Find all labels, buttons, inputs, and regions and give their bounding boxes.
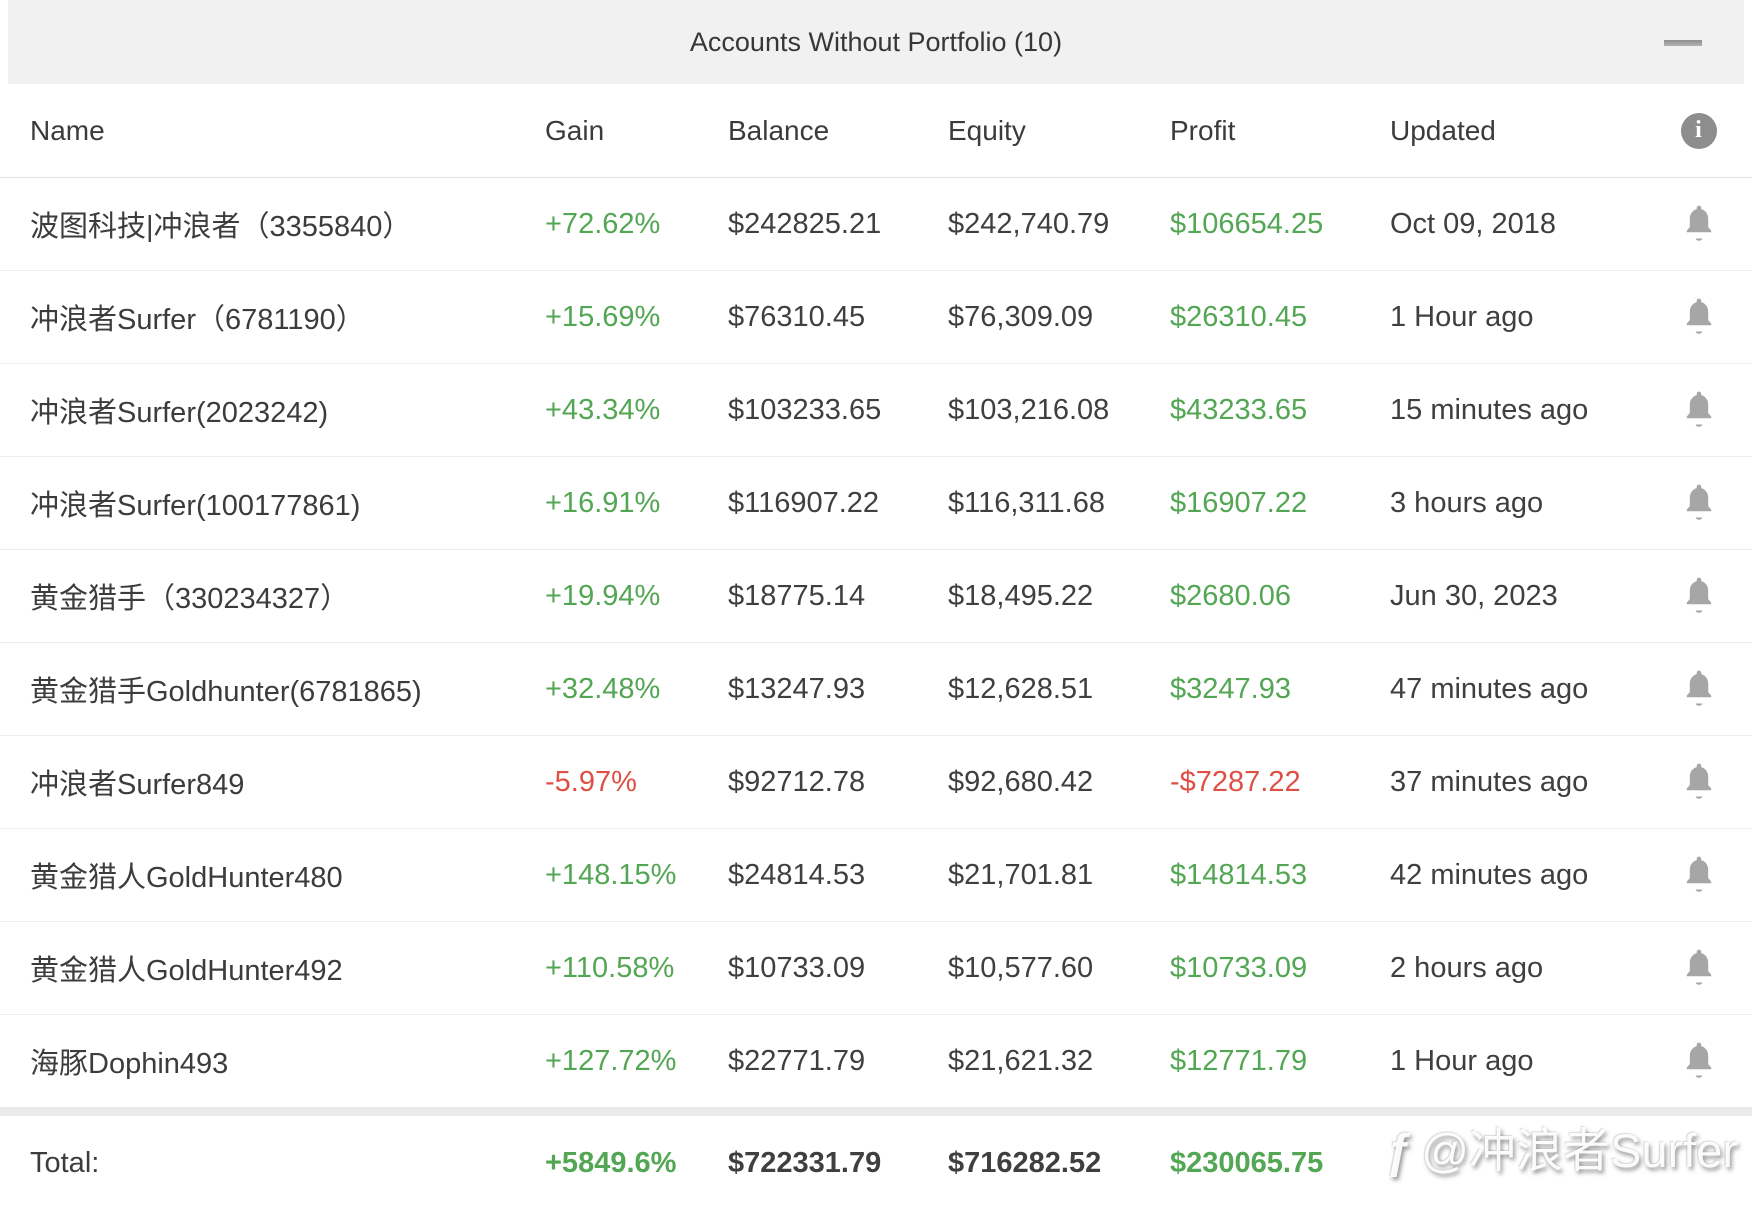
gain-value: +110.58%: [545, 951, 675, 984]
equity-value: $116,311.68: [948, 486, 1105, 519]
balance-value: $116907.22: [728, 486, 880, 519]
table-row: 海豚Dophin493 +127.72% $22771.79 $21,621.3…: [0, 1015, 1752, 1108]
updated-value: 2 hours ago: [1390, 951, 1544, 984]
profit-value: $14814.53: [1170, 858, 1308, 891]
balance-value: $76310.45: [728, 300, 866, 333]
total-equity: $716282.52: [948, 1146, 1102, 1179]
profit-value: $3247.93: [1170, 672, 1291, 705]
column-header-profit: Profit: [1170, 114, 1236, 146]
table-row: 黄金猎人GoldHunter492 +110.58% $10733.09 $10…: [0, 922, 1752, 1015]
profit-value: $2680.06: [1170, 579, 1291, 612]
total-balance: $722331.79: [728, 1146, 882, 1179]
column-header-gain: Gain: [545, 114, 605, 146]
table-row: 黄金猎人GoldHunter480 +148.15% $24814.53 $21…: [0, 829, 1752, 922]
gain-value: +19.94%: [545, 579, 661, 612]
updated-value: Jun 30, 2023: [1390, 579, 1558, 612]
account-name[interactable]: 冲浪者Surfer(100177861): [30, 490, 361, 522]
gain-value: +16.91%: [545, 486, 661, 519]
account-name[interactable]: 黄金猎手（330234327）: [30, 583, 350, 615]
updated-value: 37 minutes ago: [1390, 765, 1589, 798]
equity-value: $18,495.22: [948, 579, 1094, 612]
column-header-name: Name: [30, 114, 105, 146]
gain-value: +43.34%: [545, 393, 661, 426]
column-header-updated: Updated: [1390, 114, 1496, 146]
profit-value: $12771.79: [1170, 1044, 1308, 1077]
balance-value: $13247.93: [728, 672, 866, 705]
account-name[interactable]: 黄金猎人GoldHunter492: [30, 955, 343, 987]
equity-value: $103,216.08: [948, 393, 1110, 426]
updated-value: 42 minutes ago: [1390, 858, 1589, 891]
gain-value: +72.62%: [545, 207, 661, 240]
profit-value: $10733.09: [1170, 951, 1308, 984]
notification-bell-icon[interactable]: [1681, 947, 1717, 989]
profit-value: -$7287.22: [1170, 765, 1301, 798]
table-body: 波图科技|冲浪者（3355840） +72.62% $242825.21 $24…: [0, 178, 1752, 1108]
gain-value: +127.72%: [545, 1044, 677, 1077]
table-row: 冲浪者Surfer(2023242) +43.34% $103233.65 $1…: [0, 364, 1752, 457]
panel-title-bar: Accounts Without Portfolio (10): [8, 0, 1744, 84]
balance-value: $24814.53: [728, 858, 866, 891]
notification-bell-icon[interactable]: [1681, 482, 1717, 524]
column-header-equity: Equity: [948, 114, 1026, 146]
equity-value: $76,309.09: [948, 300, 1094, 333]
total-gain: +5849.6%: [545, 1146, 677, 1179]
notification-bell-icon[interactable]: [1681, 1040, 1717, 1082]
total-label: Total:: [30, 1146, 100, 1179]
panel-title: Accounts Without Portfolio (10): [689, 26, 1063, 57]
notification-bell-icon[interactable]: [1681, 575, 1717, 617]
total-profit: $230065.75: [1170, 1146, 1324, 1179]
balance-value: $18775.14: [728, 579, 866, 612]
account-name[interactable]: 黄金猎人GoldHunter480: [30, 862, 343, 894]
gain-value: +15.69%: [545, 300, 661, 333]
updated-value: 3 hours ago: [1390, 486, 1544, 519]
account-name[interactable]: 冲浪者Surfer（6781190）: [30, 304, 365, 336]
info-icon[interactable]: i: [1680, 112, 1717, 149]
profit-value: $106654.25: [1170, 207, 1324, 240]
balance-value: $22771.79: [728, 1044, 866, 1077]
equity-value: $21,701.81: [948, 858, 1094, 891]
account-name[interactable]: 冲浪者Surfer849: [30, 769, 245, 801]
account-name[interactable]: 黄金猎手Goldhunter(6781865): [30, 676, 422, 708]
table-row: 黄金猎手Goldhunter(6781865) +32.48% $13247.9…: [0, 643, 1752, 736]
notification-bell-icon[interactable]: [1681, 761, 1717, 803]
updated-value: 15 minutes ago: [1390, 393, 1589, 426]
gain-value: +148.15%: [545, 858, 677, 891]
notification-bell-icon[interactable]: [1681, 668, 1717, 710]
table-header-row: Name Gain Balance Equity Profit Updated …: [0, 84, 1752, 178]
gain-value: -5.97%: [545, 765, 637, 798]
table-row: 波图科技|冲浪者（3355840） +72.62% $242825.21 $24…: [0, 178, 1752, 271]
updated-value: 1 Hour ago: [1390, 1044, 1534, 1077]
updated-value: 47 minutes ago: [1390, 672, 1589, 705]
equity-value: $12,628.51: [948, 672, 1094, 705]
column-header-balance: Balance: [728, 114, 830, 146]
table-row: 冲浪者Surfer(100177861) +16.91% $116907.22 …: [0, 457, 1752, 550]
profit-value: $43233.65: [1170, 393, 1308, 426]
updated-value: 1 Hour ago: [1390, 300, 1534, 333]
account-name[interactable]: 海豚Dophin493: [30, 1048, 229, 1080]
account-name[interactable]: 冲浪者Surfer(2023242): [30, 397, 329, 429]
notification-bell-icon[interactable]: [1681, 296, 1717, 338]
account-name[interactable]: 波图科技|冲浪者（3355840）: [30, 211, 412, 243]
balance-value: $10733.09: [728, 951, 866, 984]
balance-value: $103233.65: [728, 393, 882, 426]
updated-value: Oct 09, 2018: [1390, 207, 1557, 240]
table-row: 冲浪者Surfer（6781190） +15.69% $76310.45 $76…: [0, 271, 1752, 364]
notification-bell-icon[interactable]: [1681, 389, 1717, 431]
profit-value: $16907.22: [1170, 486, 1308, 519]
notification-bell-icon[interactable]: [1681, 203, 1717, 245]
equity-value: $242,740.79: [948, 207, 1110, 240]
balance-value: $92712.78: [728, 765, 866, 798]
gain-value: +32.48%: [545, 672, 661, 705]
total-separator: [0, 1107, 1752, 1116]
balance-value: $242825.21: [728, 207, 882, 240]
collapse-minus-icon[interactable]: [1664, 40, 1702, 46]
equity-value: $10,577.60: [948, 951, 1094, 984]
table-row: 黄金猎手（330234327） +19.94% $18775.14 $18,49…: [0, 550, 1752, 643]
total-row: Total: +5849.6% $722331.79 $716282.52 $2…: [0, 1116, 1752, 1210]
notification-bell-icon[interactable]: [1681, 854, 1717, 896]
equity-value: $92,680.42: [948, 765, 1094, 798]
profit-value: $26310.45: [1170, 300, 1308, 333]
table-row: 冲浪者Surfer849 -5.97% $92712.78 $92,680.42…: [0, 736, 1752, 829]
equity-value: $21,621.32: [948, 1044, 1094, 1077]
